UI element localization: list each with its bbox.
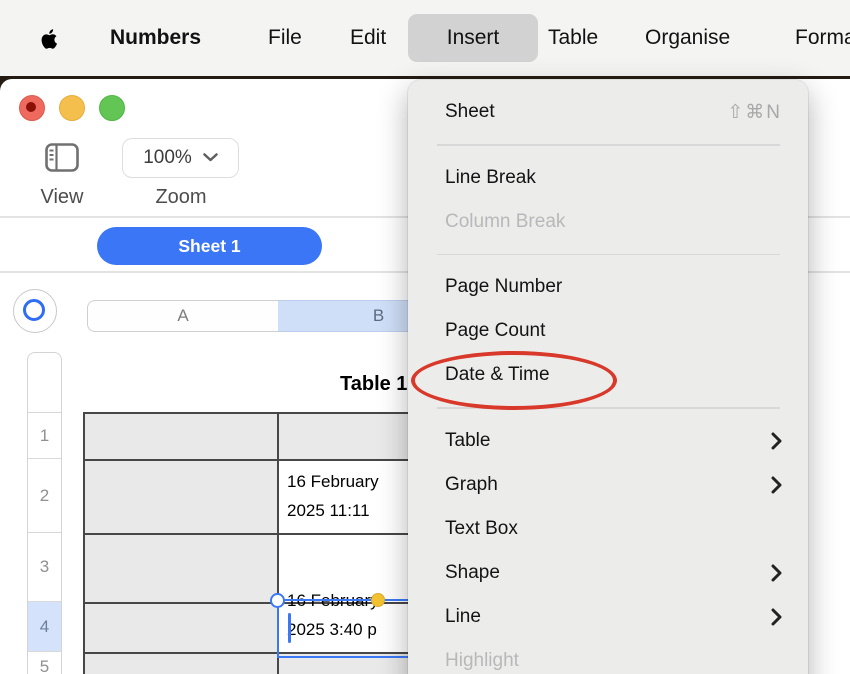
menubar-item-insert-active[interactable]: Insert bbox=[408, 14, 538, 62]
zoom-value: 100% bbox=[143, 147, 192, 168]
shortcut-label: ⇧⌘N bbox=[727, 101, 782, 123]
menu-separator bbox=[437, 407, 780, 409]
menu-item-text-box[interactable]: Text Box bbox=[445, 517, 518, 539]
zoom-label: Zoom bbox=[155, 186, 207, 208]
column-a-cells[interactable] bbox=[85, 414, 277, 674]
view-label: View bbox=[40, 186, 84, 208]
row-header-5[interactable]: 5 bbox=[39, 657, 50, 674]
menubar-item-edit[interactable]: Edit bbox=[350, 26, 387, 49]
text-cursor bbox=[288, 613, 291, 643]
selection-corner-handle[interactable] bbox=[270, 593, 285, 608]
sidebar-icon bbox=[45, 143, 79, 172]
table-select-handle[interactable] bbox=[13, 289, 57, 333]
grid-line bbox=[83, 652, 480, 654]
grid-line bbox=[83, 459, 480, 461]
menu-item-sheet[interactable]: Sheet ⇧⌘N bbox=[445, 101, 782, 123]
menu-item-page-number[interactable]: Page Number bbox=[445, 276, 563, 297]
view-button[interactable] bbox=[45, 143, 79, 172]
menubar-item-table[interactable]: Table bbox=[548, 26, 599, 49]
menu-separator bbox=[437, 253, 780, 255]
grid-line bbox=[83, 412, 85, 674]
close-button[interactable] bbox=[19, 95, 45, 121]
tab-sheet-1[interactable]: Sheet 1 bbox=[97, 227, 322, 265]
grid-line bbox=[83, 533, 480, 535]
fullscreen-button[interactable] bbox=[99, 95, 125, 121]
menu-separator bbox=[437, 144, 780, 146]
menu-item-shape[interactable]: Shape bbox=[408, 551, 808, 595]
grid-line bbox=[277, 412, 279, 674]
row-header-1[interactable]: 1 bbox=[28, 413, 61, 459]
selected-cell-b4[interactable] bbox=[277, 599, 422, 658]
row-header-blank bbox=[28, 353, 61, 413]
menu-item-table[interactable]: Table bbox=[408, 419, 808, 463]
menu-item-column-break: Column Break bbox=[445, 210, 566, 232]
submenu-arrow-icon bbox=[771, 432, 782, 450]
row-header-2[interactable]: 2 bbox=[28, 459, 61, 533]
submenu-arrow-icon bbox=[771, 476, 782, 494]
table-title[interactable]: Table 1 bbox=[340, 373, 408, 395]
menubar-item-numbers[interactable]: Numbers bbox=[110, 26, 202, 49]
menubar-item-organise[interactable]: Organise bbox=[645, 26, 731, 49]
submenu-arrow-icon bbox=[771, 564, 782, 582]
menu-item-graph[interactable]: Graph bbox=[408, 463, 808, 507]
submenu-arrow-icon bbox=[771, 608, 782, 626]
table-handle-ring-icon bbox=[23, 299, 45, 321]
chevron-down-icon bbox=[203, 149, 218, 167]
row-header-4[interactable]: 4 bbox=[28, 602, 61, 652]
menu-item-line[interactable]: Line bbox=[408, 595, 808, 639]
menubar-item-format[interactable]: Format bbox=[795, 26, 850, 49]
grid-line bbox=[83, 412, 480, 414]
column-header-a[interactable]: A bbox=[87, 300, 279, 332]
apple-menu-icon[interactable] bbox=[38, 26, 62, 52]
row-header-strip: 1 2 3 4 5 bbox=[27, 352, 62, 674]
selection-drag-handle[interactable] bbox=[371, 593, 385, 607]
minimize-button[interactable] bbox=[59, 95, 85, 121]
zoom-dropdown[interactable]: 100% bbox=[122, 138, 239, 178]
row-header-3[interactable]: 3 bbox=[28, 533, 61, 602]
menu-item-page-count[interactable]: Page Count bbox=[445, 320, 546, 341]
menu-item-line-break[interactable]: Line Break bbox=[445, 166, 536, 188]
macos-menubar: Numbers File Edit Insert Table Organise … bbox=[0, 0, 850, 76]
edited-dot-icon bbox=[26, 102, 36, 112]
annotation-ellipse bbox=[411, 351, 617, 410]
menubar-item-file[interactable]: File bbox=[268, 26, 302, 49]
menu-item-highlight: Highlight bbox=[445, 649, 519, 671]
